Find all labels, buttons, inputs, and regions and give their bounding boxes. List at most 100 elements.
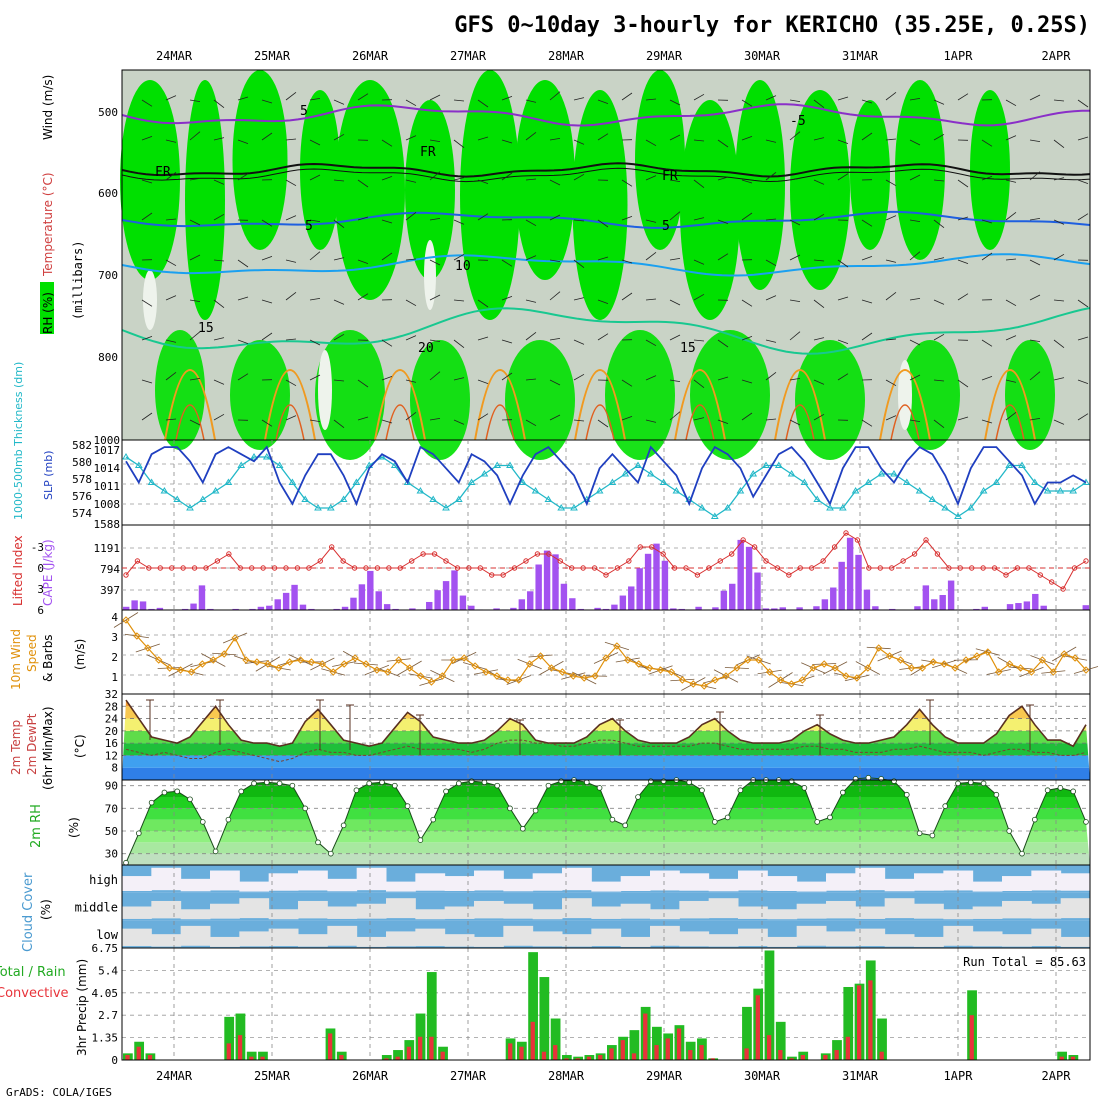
wind-barb	[405, 299, 417, 307]
precip-convective-bar	[564, 1058, 569, 1060]
cloud-clear-segment	[122, 928, 152, 947]
cloud-clear-segment	[1060, 873, 1091, 891]
cloud-clear-segment	[826, 873, 856, 891]
rh-marker	[916, 830, 923, 837]
wind-barb	[213, 299, 225, 308]
wind-speed-marker	[733, 664, 741, 672]
wind-barb	[549, 214, 561, 221]
rh-marker	[443, 788, 449, 795]
contour-25	[585, 404, 615, 441]
rh-dry-area	[318, 350, 332, 430]
cloud-clear-segment	[415, 873, 446, 891]
wind-barb	[141, 412, 153, 421]
wind-speed-marker	[471, 662, 479, 670]
wind-barb	[813, 179, 825, 185]
cloud-clear-segment	[679, 900, 710, 919]
wind-barb	[765, 339, 777, 343]
cloud-clear-segment	[474, 900, 504, 919]
wind-barb	[285, 292, 297, 301]
wind-barb	[309, 419, 321, 423]
lifted-index-marker	[557, 558, 563, 564]
cape-bar	[198, 585, 206, 610]
wind-barb	[357, 379, 369, 388]
rh-marker	[353, 787, 360, 793]
wind-barb	[837, 173, 849, 181]
y-tick-label: 4	[111, 611, 118, 624]
thickness-marker	[838, 504, 847, 511]
rh-marker	[263, 779, 270, 786]
wind-barb	[261, 419, 273, 427]
cloud-clear-segment	[884, 878, 915, 892]
contour-label: FR	[420, 145, 436, 160]
wind-barb	[573, 139, 585, 145]
rh-marker	[455, 780, 462, 787]
lifted-index-marker	[923, 537, 929, 543]
precip-convective-bar	[868, 980, 873, 1060]
thickness-marker	[877, 470, 886, 477]
contour-25	[785, 404, 815, 441]
wind-barb	[501, 172, 513, 181]
wind-barb	[141, 179, 153, 184]
wind-barb	[621, 292, 633, 301]
wind-barb	[357, 93, 369, 101]
cape-bar	[282, 592, 290, 610]
cape-bar	[636, 568, 643, 610]
wind-speed-marker	[449, 656, 457, 664]
wind-barb	[597, 333, 609, 341]
wind-barb	[333, 99, 345, 105]
wind-barb	[981, 419, 993, 424]
cape-bar	[771, 608, 778, 610]
wind-barb	[957, 179, 969, 188]
wind-barb	[549, 379, 561, 386]
wind-speed-marker	[896, 656, 905, 664]
temp-band	[122, 706, 1090, 719]
cloud-clear-segment	[943, 870, 974, 891]
contour-25	[385, 404, 415, 441]
wind-barb	[1029, 217, 1041, 221]
wind-barb	[525, 219, 537, 227]
wind-barb	[765, 218, 777, 221]
thickness-marker	[442, 504, 450, 511]
cloud-clear-segment	[562, 898, 592, 919]
wind-barb	[813, 299, 825, 308]
panel-frame	[121, 609, 1091, 695]
wind-barb	[861, 255, 873, 261]
wind-barb	[549, 414, 561, 421]
wind-barb	[525, 178, 537, 181]
wind-speed-marker	[525, 660, 534, 668]
wind-barb	[357, 259, 369, 265]
wind-barb	[309, 97, 321, 101]
cloud-clear-segment	[620, 936, 651, 947]
rh-marker	[251, 780, 257, 787]
top-date-label: 29MAR	[646, 49, 683, 63]
thickness-marker	[749, 470, 758, 477]
thickness-marker	[941, 504, 950, 511]
wind-speed-marker	[667, 668, 676, 676]
wind-barb	[1053, 253, 1065, 261]
wind-barb	[885, 138, 897, 141]
wind-barb	[429, 217, 441, 221]
cloud-clear-segment	[972, 931, 1003, 947]
wind-barb	[717, 176, 729, 181]
cape-bar	[139, 601, 147, 610]
precip-convective-bar	[688, 1050, 693, 1060]
lifted-index-marker	[980, 565, 986, 571]
wind-barb	[1029, 139, 1041, 143]
wind-barb	[933, 99, 945, 105]
wind-barb	[309, 374, 321, 381]
wind-barb	[909, 339, 921, 346]
wind-barb	[501, 139, 513, 144]
wind-speed-marker	[973, 652, 981, 660]
contour-25	[275, 404, 305, 441]
cape-bar	[274, 599, 281, 610]
cape-bar	[872, 606, 879, 610]
thickness-marker	[646, 470, 655, 477]
thickness-marker	[326, 504, 335, 511]
rh-marker	[1057, 785, 1064, 791]
cape-bar	[779, 607, 786, 610]
wind-barb	[693, 339, 705, 342]
thickness-marker	[122, 453, 130, 460]
wind-barb	[717, 419, 729, 425]
cape-label-cape: CAPE (J/kg)	[41, 539, 55, 606]
